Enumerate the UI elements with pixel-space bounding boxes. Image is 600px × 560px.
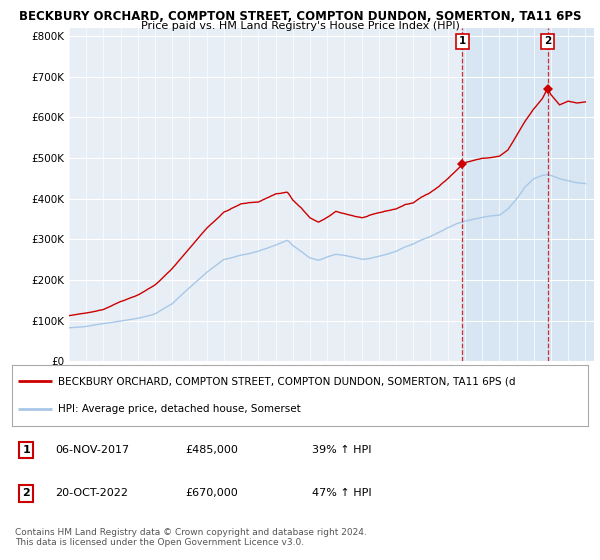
Text: BECKBURY ORCHARD, COMPTON STREET, COMPTON DUNDON, SOMERTON, TA11 6PS: BECKBURY ORCHARD, COMPTON STREET, COMPTO… [19, 10, 581, 22]
Text: 20-OCT-2022: 20-OCT-2022 [55, 488, 128, 498]
Text: 1: 1 [23, 445, 30, 455]
Text: 2: 2 [23, 488, 30, 498]
Text: £670,000: £670,000 [185, 488, 238, 498]
Text: £485,000: £485,000 [185, 445, 238, 455]
Text: BECKBURY ORCHARD, COMPTON STREET, COMPTON DUNDON, SOMERTON, TA11 6PS (d: BECKBURY ORCHARD, COMPTON STREET, COMPTO… [58, 376, 515, 386]
Text: HPI: Average price, detached house, Somerset: HPI: Average price, detached house, Some… [58, 404, 301, 414]
Bar [463, 28, 594, 361]
Text: 47% ↑ HPI: 47% ↑ HPI [311, 488, 371, 498]
Text: 2: 2 [544, 36, 551, 46]
Text: 39% ↑ HPI: 39% ↑ HPI [311, 445, 371, 455]
Text: 1: 1 [458, 36, 466, 46]
Text: 06-NOV-2017: 06-NOV-2017 [55, 445, 130, 455]
Text: Contains HM Land Registry data © Crown copyright and database right 2024.
This d: Contains HM Land Registry data © Crown c… [15, 528, 367, 547]
Text: Price paid vs. HM Land Registry's House Price Index (HPI): Price paid vs. HM Land Registry's House … [140, 21, 460, 31]
